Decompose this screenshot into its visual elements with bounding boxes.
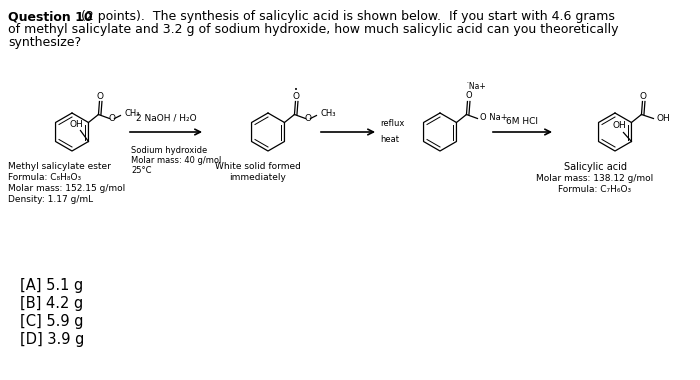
Text: White solid formed: White solid formed: [215, 162, 301, 171]
Text: [D] 3.9 g: [D] 3.9 g: [20, 332, 85, 347]
Text: ˙Na+: ˙Na+: [466, 82, 486, 91]
Text: CH₃: CH₃: [125, 109, 140, 118]
Text: OH: OH: [657, 114, 670, 123]
Text: O: O: [97, 92, 104, 101]
Text: O Na+: O Na+: [480, 113, 508, 122]
Text: reflux: reflux: [380, 119, 405, 128]
Text: •: •: [295, 87, 298, 92]
Text: Density: 1.17 g/mL: Density: 1.17 g/mL: [8, 195, 93, 204]
Text: immediately: immediately: [230, 173, 286, 182]
Text: O: O: [305, 114, 312, 123]
Text: Formula: C₈H₈O₃: Formula: C₈H₈O₃: [8, 173, 81, 182]
Text: CH₃: CH₃: [321, 109, 336, 118]
Text: of methyl salicylate and 3.2 g of sodium hydroxide, how much salicylic acid can : of methyl salicylate and 3.2 g of sodium…: [8, 23, 619, 36]
Text: (2 points).  The synthesis of salicylic acid is shown below.  If you start with : (2 points). The synthesis of salicylic a…: [77, 10, 615, 23]
Text: Sodium hydroxide: Sodium hydroxide: [131, 146, 207, 155]
Text: [B] 4.2 g: [B] 4.2 g: [20, 296, 83, 311]
Text: 6M HCl: 6M HCl: [507, 117, 538, 127]
Text: OH: OH: [612, 121, 626, 130]
Text: Salicylic acid: Salicylic acid: [564, 162, 626, 172]
Text: Molar mass: 40 g/mol: Molar mass: 40 g/mol: [131, 156, 221, 165]
Text: Molar mass: 138.12 g/mol: Molar mass: 138.12 g/mol: [536, 174, 654, 183]
Text: O: O: [109, 114, 116, 123]
Text: O: O: [293, 92, 300, 101]
Text: [C] 5.9 g: [C] 5.9 g: [20, 314, 83, 329]
Text: 25°C: 25°C: [131, 166, 151, 175]
Text: Molar mass: 152.15 g/mol: Molar mass: 152.15 g/mol: [8, 184, 125, 193]
Text: synthesize?: synthesize?: [8, 36, 81, 49]
Text: 2 NaOH / H₂O: 2 NaOH / H₂O: [136, 114, 196, 122]
Text: [A] 5.1 g: [A] 5.1 g: [20, 278, 83, 293]
Text: O: O: [465, 91, 472, 100]
Text: O: O: [640, 92, 647, 101]
Text: OH: OH: [69, 120, 83, 129]
Text: Question 10: Question 10: [8, 10, 92, 23]
Text: heat: heat: [380, 136, 399, 144]
Text: Formula: C₇H₆O₃: Formula: C₇H₆O₃: [559, 185, 631, 194]
Text: Methyl salicylate ester: Methyl salicylate ester: [8, 162, 111, 171]
